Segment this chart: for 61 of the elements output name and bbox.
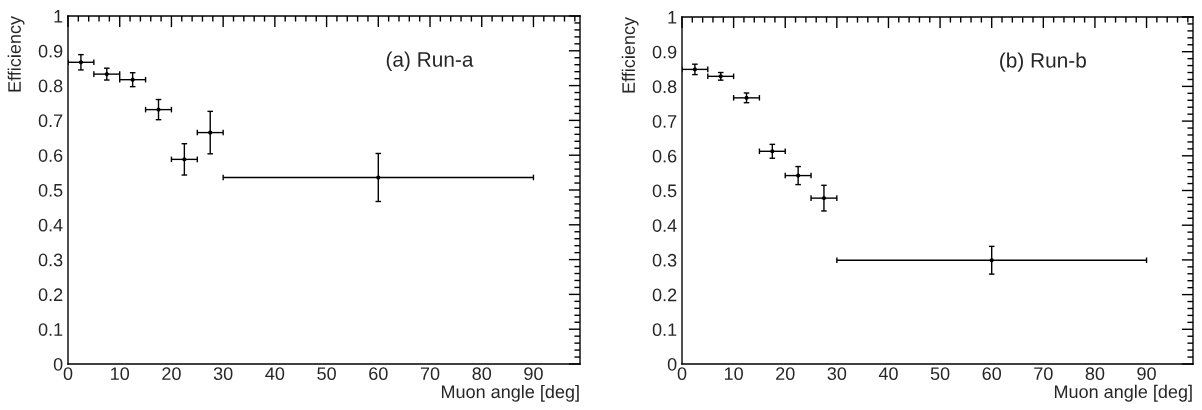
y-tick-label: 0.7 <box>652 115 677 128</box>
point <box>821 196 827 201</box>
annotation: (b) Run-b <box>1000 52 1086 72</box>
y-tick-label: 0.3 <box>38 253 63 267</box>
x-tick-label: 30 <box>213 367 233 381</box>
x-tick-label: 60 <box>982 367 1002 381</box>
annotation: (a) Run-a <box>386 51 474 71</box>
x-tick-label: 50 <box>930 367 950 381</box>
x-tick-label: 20 <box>162 367 181 381</box>
x-tick-label: 40 <box>265 367 285 381</box>
y-tick-label: 0.2 <box>652 288 677 302</box>
point <box>156 107 161 112</box>
point <box>376 175 381 180</box>
point <box>770 149 775 154</box>
y-tick-label: 0.5 <box>652 184 677 198</box>
y-tick-label: 0.6 <box>652 149 677 163</box>
y-tick-label: 0.4 <box>652 219 677 232</box>
x-tick-label: 0 <box>677 367 687 381</box>
x-tick-label: 50 <box>317 367 336 381</box>
point <box>796 173 801 178</box>
point <box>208 130 213 135</box>
y-tick-label: 0.8 <box>38 79 63 93</box>
point <box>182 157 187 162</box>
x-tick-label: 10 <box>111 367 130 381</box>
y-tick-label: 1 <box>54 10 63 23</box>
x-tick-label: 30 <box>827 367 847 381</box>
x-axis-title: Muon angle [deg] <box>441 384 579 402</box>
x-tick-label: 20 <box>776 367 795 381</box>
y-tick-label: 0.7 <box>38 114 63 128</box>
y-tick-label: 0.1 <box>652 323 677 337</box>
y-tick-label: 0.8 <box>652 80 677 94</box>
x-tick-label: 70 <box>420 367 440 381</box>
y-tick-label: 0 <box>53 357 63 371</box>
y-tick-label: 0.5 <box>38 183 63 197</box>
point <box>744 95 749 100</box>
x-tick-label: 70 <box>1034 367 1053 381</box>
y-tick-label: 0.6 <box>38 149 63 162</box>
point <box>78 60 84 65</box>
x-tick-label: 80 <box>472 367 492 381</box>
y-tick-label: 0.9 <box>38 44 63 58</box>
y-tick-label: 0.1 <box>38 323 63 336</box>
x-tick-label: 10 <box>724 367 743 381</box>
x-tick-label: 80 <box>1085 367 1105 381</box>
y-tick-label: 0.3 <box>652 253 677 267</box>
y-tick-label: 0.4 <box>38 218 63 232</box>
point <box>104 72 109 77</box>
y-tick-label: 0 <box>667 357 677 371</box>
x-tick-label: 40 <box>878 367 898 381</box>
y-tick-label: 0.2 <box>38 288 63 302</box>
y-axis-title: Efficiency <box>621 17 639 93</box>
point <box>130 77 135 82</box>
x-tick-label: 0 <box>63 367 73 381</box>
point <box>989 258 994 263</box>
y-axis-title: Efficiency <box>7 16 25 92</box>
y-tick-label: 1 <box>668 11 677 24</box>
point <box>692 67 697 72</box>
x-tick-label: 90 <box>1137 367 1156 381</box>
x-tick-label: 90 <box>524 367 543 381</box>
x-axis-title: Muon angle [deg] <box>1054 384 1192 402</box>
y-tick-label: 0.9 <box>652 45 677 59</box>
x-tick-label: 60 <box>369 367 388 381</box>
